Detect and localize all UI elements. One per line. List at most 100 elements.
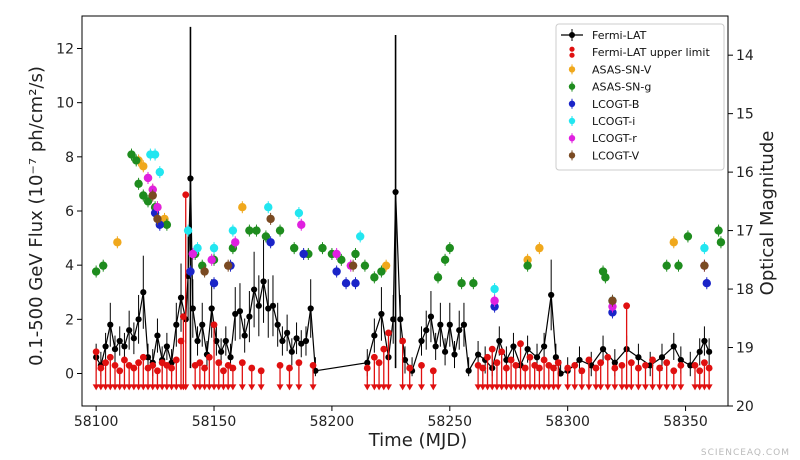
fermi-lat-point — [378, 310, 385, 318]
upper-limit-point — [196, 359, 204, 367]
y-left-tick-label: 12 — [56, 42, 74, 58]
upper-limit-point — [564, 364, 572, 372]
upper-limit-point — [111, 361, 119, 369]
upper-limit-arrow — [139, 384, 147, 391]
asas-sn-g-point — [440, 255, 450, 265]
y-right-tick-label: 15 — [736, 107, 754, 123]
upper-limit-arrow — [370, 384, 378, 391]
upper-limit-arrow — [120, 384, 128, 391]
upper-limit-point — [177, 337, 185, 345]
upper-limit-arrow — [238, 384, 246, 391]
legend-box — [555, 23, 725, 171]
upper-limit-point — [578, 367, 586, 375]
lcogt-v-point — [153, 214, 162, 224]
asas-sn-g-point — [139, 191, 148, 200]
fermi-lat-point — [670, 343, 677, 350]
upper-limit-arrow — [691, 384, 699, 391]
legend-marker — [568, 66, 576, 73]
upper-limit-point — [205, 353, 213, 361]
upper-limit-point — [604, 353, 612, 361]
upper-limit-arrow — [102, 384, 110, 391]
upper-limit-arrow — [521, 384, 529, 391]
upper-limit-arrow — [623, 384, 631, 391]
upper-limit-arrow — [498, 384, 506, 391]
asas-sn-g-point — [261, 232, 271, 241]
upper-limit-arrow — [257, 384, 265, 391]
fermi-lat-point — [298, 340, 305, 347]
lcogt-r-point — [188, 249, 198, 259]
lcogt-v-point — [148, 191, 157, 200]
upper-limit-arrow — [641, 384, 649, 391]
upper-limit-point — [135, 359, 142, 367]
upper-limit-arrow — [215, 384, 223, 391]
asas-sn-g-point — [469, 279, 478, 288]
asas-sn-g-point — [457, 279, 466, 288]
lcogt-b-point — [299, 249, 308, 259]
upper-limit-point — [701, 359, 708, 367]
fermi-lat-point — [496, 337, 503, 345]
lcogt-v-point — [223, 261, 233, 270]
upper-limit-arrow — [611, 384, 619, 391]
lcogt-r-point — [332, 249, 341, 259]
upper-limit-point — [229, 364, 237, 372]
upper-limit-arrow — [172, 384, 180, 391]
asas-sn-g-point — [601, 273, 610, 282]
fermi-lat-point — [647, 362, 654, 369]
fermi-lat-point — [177, 294, 185, 301]
fermi-lat-point — [696, 348, 703, 355]
fermi-lat-point — [451, 351, 458, 358]
upper-limit-point — [623, 302, 631, 310]
upper-limit-point — [663, 359, 671, 367]
upper-limit-point — [429, 367, 437, 375]
y-left-tick-label: 8 — [65, 150, 74, 166]
fermi-lat-point — [599, 346, 607, 353]
lcogt-r-point — [207, 255, 216, 265]
fermi-lat-point — [456, 327, 463, 334]
fermi-lat-point — [392, 188, 399, 196]
asas-sn-g-point — [252, 226, 261, 235]
fermi-lat-point — [576, 356, 583, 364]
upper-limit-arrow — [705, 384, 713, 391]
x-axis-label: Time (MJD) — [368, 430, 468, 451]
asas-sn-g-point — [674, 261, 683, 270]
lcogt-r-point — [143, 173, 153, 183]
asas-sn-g-point — [683, 232, 693, 241]
fermi-lat-point — [288, 348, 295, 355]
upper-limit-arrow — [517, 384, 525, 391]
asas-sn-g-point — [275, 226, 285, 235]
fermi-lat-point — [265, 305, 272, 312]
fermi-lat-point — [293, 335, 300, 342]
upper-limit-point — [182, 191, 190, 199]
upper-limit-point — [656, 364, 664, 372]
fermi-lat-point — [107, 321, 114, 328]
asas-sn-g-point — [289, 243, 299, 253]
upper-limit-point — [488, 345, 496, 353]
lcogt-i-point — [294, 208, 304, 218]
upper-limit-arrow — [130, 384, 138, 391]
fermi-lat-point — [474, 351, 482, 358]
y-right-tick-label: 16 — [736, 165, 754, 181]
asas-sn-g-point — [132, 156, 141, 165]
upper-limit-point — [627, 359, 635, 367]
fermi-lat-point — [255, 302, 262, 309]
fermi-lat-point — [227, 354, 234, 361]
upper-limit-point — [540, 356, 548, 364]
upper-limit-point — [106, 353, 114, 361]
upper-limit-point — [670, 367, 678, 375]
lcogt-i-point — [700, 243, 709, 253]
lcogt-v-point — [266, 214, 275, 224]
asas-sn-v-point — [381, 261, 391, 270]
legend-marker — [568, 117, 576, 125]
lcogt-i-point — [228, 226, 238, 235]
fermi-lat-point — [423, 327, 430, 334]
y-right-tick-label: 18 — [736, 282, 754, 298]
upper-limit-point — [276, 361, 284, 369]
lcogt-r-point — [231, 238, 240, 247]
upper-limit-point — [498, 348, 506, 356]
upper-limit-point — [92, 348, 100, 356]
upper-limit-point — [691, 361, 699, 369]
fermi-lat-point — [364, 359, 371, 366]
fermi-lat-point — [260, 278, 267, 285]
fermi-lat-point — [236, 308, 244, 315]
upper-limit-arrow — [153, 384, 161, 391]
